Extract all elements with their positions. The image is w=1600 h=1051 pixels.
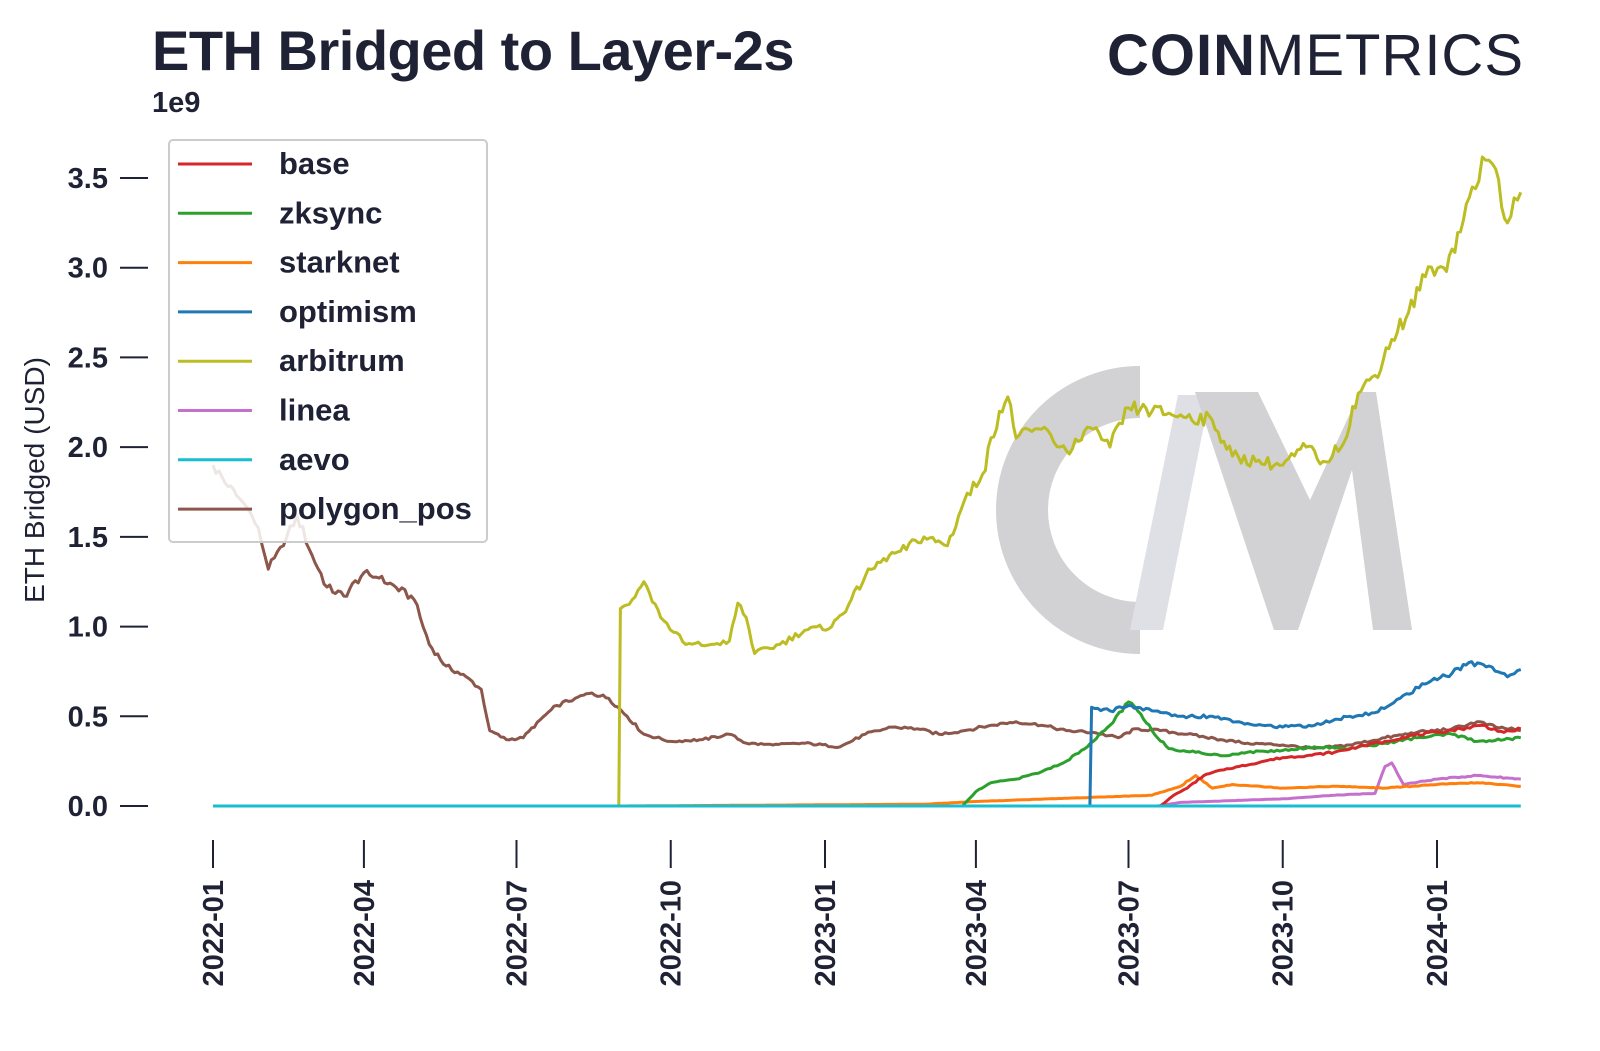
y-tick-label: 0.0 <box>68 791 108 823</box>
legend-label-starknet: starknet <box>279 245 400 280</box>
legend-label-optimism: optimism <box>279 294 417 329</box>
x-tick-label: 2023-07 <box>1113 880 1145 986</box>
legend-label-linea: linea <box>279 393 350 428</box>
legend-box <box>168 139 488 543</box>
y-tick-label: 2.5 <box>68 342 108 374</box>
x-tick-label: 2024-01 <box>1422 880 1454 986</box>
x-tick-label: 2022-07 <box>501 880 533 986</box>
y-tick-label: 3.0 <box>68 253 108 285</box>
series-line-base <box>1159 723 1522 808</box>
x-tick-label: 2022-01 <box>198 880 230 986</box>
series-line-linea <box>1156 761 1522 808</box>
series-lines <box>211 155 1523 808</box>
y-axis-label: ETH Bridged (USD) <box>19 357 50 603</box>
chart-title: ETH Bridged to Layer-2s <box>152 19 794 82</box>
y-scale-label: 1e9 <box>152 87 200 119</box>
y-tick-label: 3.5 <box>68 163 108 195</box>
coinmetrics-logo: COINMETRICS <box>1107 22 1524 89</box>
legend-label-base: base <box>279 146 350 181</box>
legend-label-polygon_pos: polygon_pos <box>279 491 472 526</box>
brand-bold: COIN <box>1107 23 1256 88</box>
x-tick-label: 2022-10 <box>656 880 688 986</box>
x-tick-label: 2023-01 <box>810 880 842 986</box>
cm-watermark-icon <box>996 366 1412 654</box>
y-tick-label: 2.0 <box>68 432 108 464</box>
legend-label-aevo: aevo <box>279 442 350 477</box>
y-tick-label: 0.5 <box>68 701 108 733</box>
x-tick-label: 2022-04 <box>349 880 381 986</box>
x-tick-label: 2023-04 <box>961 880 993 986</box>
y-tick-label: 1.0 <box>68 612 108 644</box>
y-axis: 0.0 0.5 1.0 1.5 2.0 2.5 3.0 3.5 <box>68 163 148 823</box>
legend: base zksync starknet optimism arbitrum linea a… <box>168 139 488 543</box>
legend-label-zksync: zksync <box>279 195 382 230</box>
y-tick-label: 1.5 <box>68 522 108 554</box>
legend-label-arbitrum: arbitrum <box>279 343 405 378</box>
brand-light: METRICS <box>1256 23 1524 88</box>
x-tick-label: 2023-10 <box>1268 880 1300 986</box>
x-axis: 2022-01 2022-04 2022-07 2022-10 2023-01 2023-… <box>198 840 1454 986</box>
series-line-starknet <box>213 774 1521 808</box>
